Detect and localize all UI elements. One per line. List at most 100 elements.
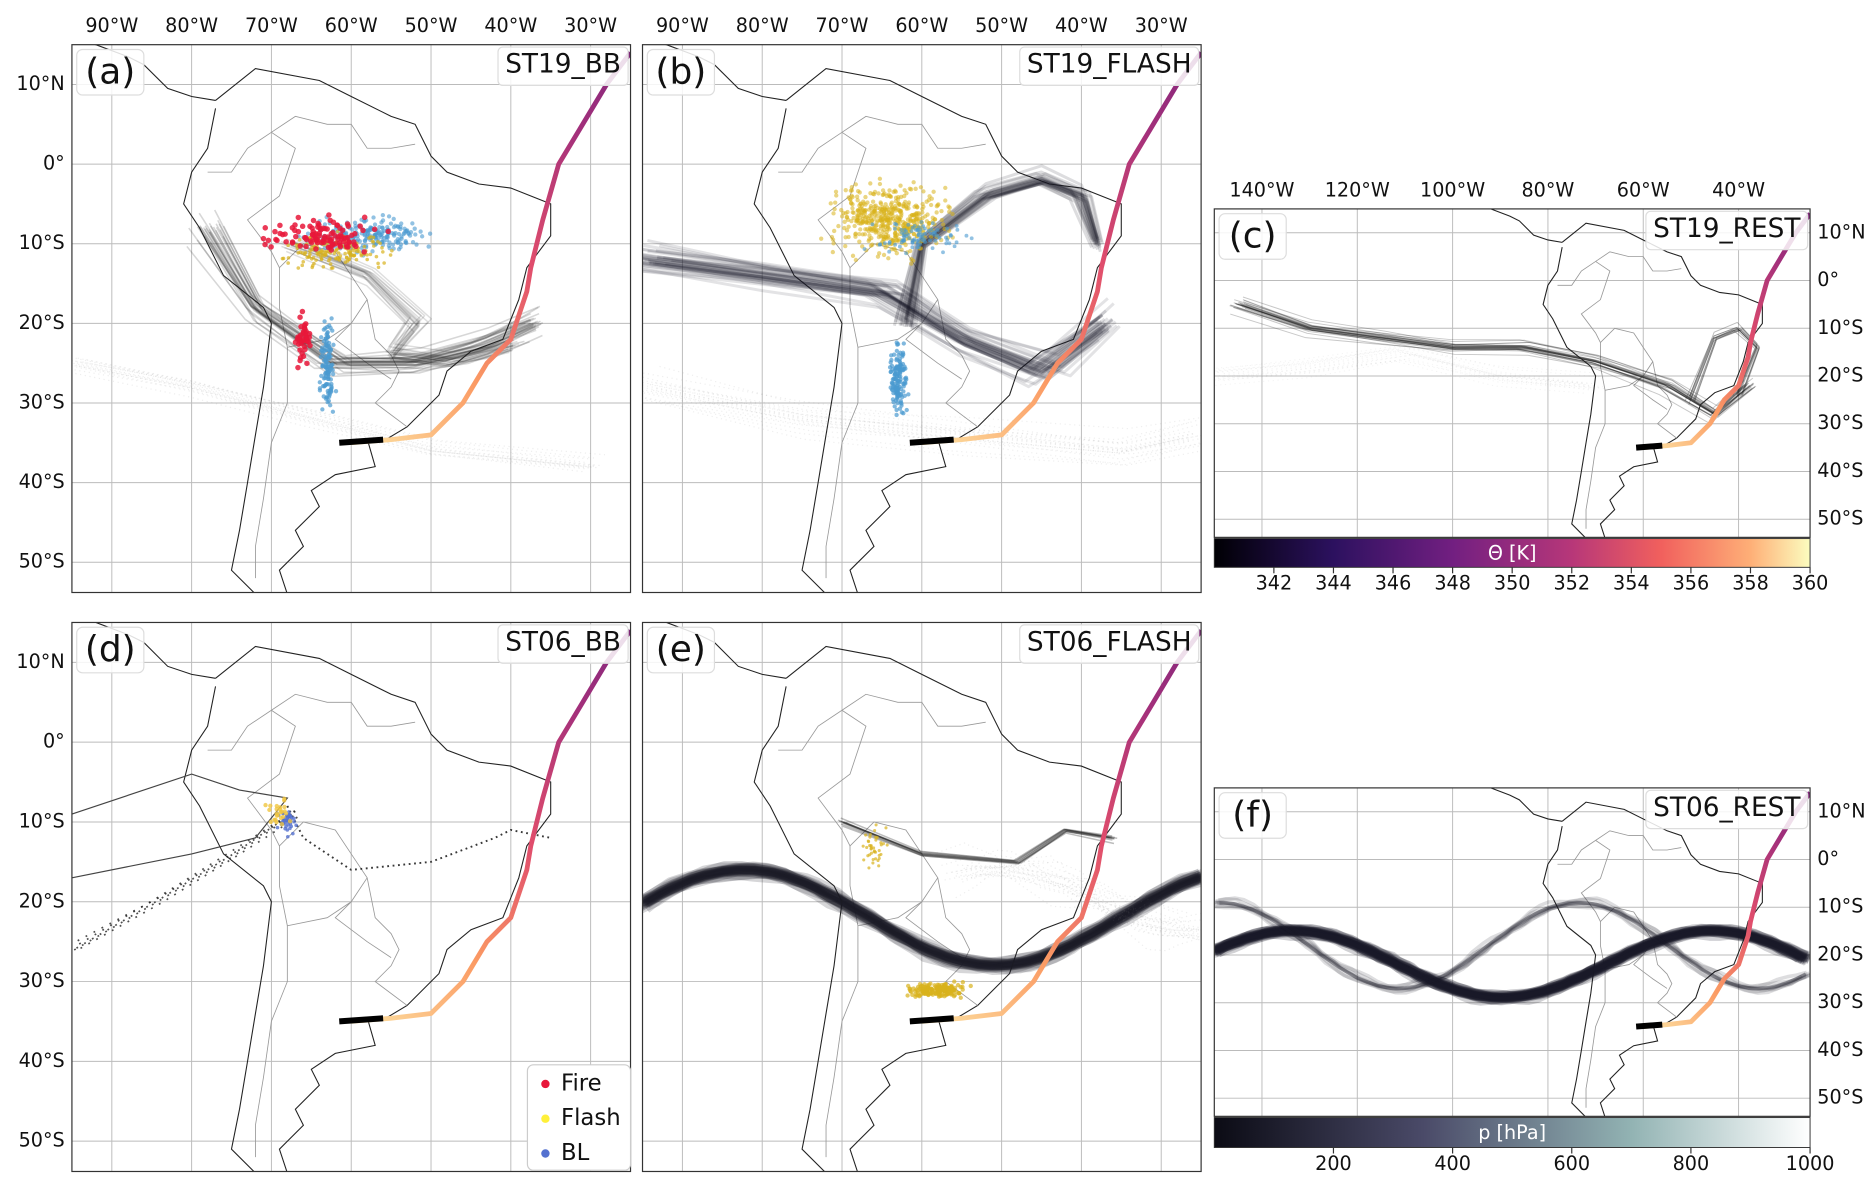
trajectory <box>1214 927 1805 1005</box>
trajectory-dot <box>274 806 279 812</box>
trajectory-dot <box>316 222 322 228</box>
trajectory <box>642 255 1100 372</box>
trajectory-dot <box>888 360 893 365</box>
trajectory <box>840 817 1113 862</box>
trajectory-dot <box>926 221 932 226</box>
colorbar-tick-label: 350 <box>1494 572 1531 595</box>
trajectory-dot <box>888 202 894 207</box>
trajectory-dot <box>958 995 963 1000</box>
trajectory-dot <box>907 236 912 241</box>
trajectory <box>966 864 1202 932</box>
trajectory <box>209 241 537 375</box>
lat-tick-label: 10°N <box>16 72 64 95</box>
trajectory-dot <box>273 236 279 243</box>
trajectory <box>906 178 1101 323</box>
lon-tick-label: 80°W <box>165 14 218 37</box>
trajectory-dot <box>943 185 948 191</box>
trajectory <box>1217 901 1809 991</box>
trajectory-dot <box>906 200 912 205</box>
colorbar-tick-label: 356 <box>1673 572 1710 595</box>
trajectory-dot <box>292 819 296 824</box>
trajectory <box>1214 923 1808 1002</box>
trajectory-dot <box>922 237 927 242</box>
trajectory <box>1215 925 1810 1002</box>
panel-frame <box>641 621 1202 1173</box>
trajectory-dot <box>329 266 334 270</box>
border <box>255 347 288 579</box>
trajectory-dot <box>426 244 431 249</box>
trajectory-dot <box>939 208 944 214</box>
trajectory <box>904 181 1099 328</box>
trajectory-dot <box>279 822 285 827</box>
trajectory-dot <box>942 985 948 990</box>
trajectory-dot <box>337 243 344 250</box>
trajectory-dot <box>899 247 904 252</box>
trajectory-dot <box>317 388 323 393</box>
trajectory-dot <box>871 861 875 865</box>
border <box>849 267 939 348</box>
theta-path <box>1643 212 1811 450</box>
trajectory <box>198 227 532 364</box>
trajectory-dot <box>928 234 934 239</box>
trajectory-dot <box>946 204 951 209</box>
trajectory-dot <box>947 241 952 246</box>
trajectory <box>222 225 544 363</box>
trajectory <box>208 231 537 367</box>
trajectory-dot <box>876 234 882 240</box>
trajectory-dot <box>964 233 969 238</box>
map-content <box>642 44 1202 593</box>
trajectory-dot <box>880 192 885 198</box>
trajectory-dot <box>914 211 919 216</box>
trajectory <box>902 180 1098 328</box>
trajectory-dot <box>881 252 887 258</box>
trajectory <box>300 239 518 359</box>
trajectory-dot <box>885 843 889 847</box>
trajectory-dot <box>268 819 273 825</box>
trajectory-dot <box>390 248 394 253</box>
trajectory <box>1243 299 1754 413</box>
trajectory-dot <box>855 198 860 203</box>
trajectory <box>72 816 291 952</box>
trajectory-dot <box>897 356 903 362</box>
trajectory-dot <box>943 198 948 203</box>
trajectory-dot <box>850 206 855 211</box>
trajectory-dot <box>858 201 863 206</box>
border <box>255 925 288 1158</box>
trajectory-dot <box>889 206 894 211</box>
trajectory-dot <box>272 228 278 235</box>
trajectory-dot <box>893 221 897 226</box>
lon-tick-label: 40°W <box>484 14 537 37</box>
trajectory-dot <box>856 212 861 217</box>
trajectory-dot <box>925 212 930 217</box>
trajectory <box>905 176 1100 324</box>
border <box>1633 375 1668 410</box>
trajectory-dot <box>875 205 881 211</box>
trajectory-dot <box>329 316 334 321</box>
trajectory-dot <box>352 249 357 253</box>
trajectory-dot <box>308 252 312 257</box>
trajectory-dot <box>370 249 375 254</box>
lat-tick-label: 50°S <box>19 1129 65 1152</box>
trajectory-dot <box>892 404 897 409</box>
trajectory-dot <box>321 265 326 269</box>
lat-tick-label: 50°S <box>1817 1086 1863 1109</box>
trajectory-dot <box>322 384 327 389</box>
trajectory-dot <box>894 233 900 238</box>
trajectory-dot <box>305 255 309 260</box>
trajectory-dot <box>874 857 878 861</box>
trajectory <box>1236 307 1747 419</box>
label-box <box>1218 213 1287 260</box>
trajectory-dot <box>958 984 963 990</box>
trajectory-dot <box>265 237 272 244</box>
trajectory-dot <box>918 185 924 190</box>
trajectory <box>76 816 298 952</box>
trajectory-dot <box>969 236 974 241</box>
trajectory-dot <box>868 181 873 186</box>
trajectory <box>1688 329 1757 405</box>
trajectory <box>654 261 1113 375</box>
trajectory-dot <box>849 188 854 193</box>
trajectory-dot <box>901 352 906 357</box>
trajectory-dot <box>952 244 957 249</box>
trajectory <box>1230 304 1741 416</box>
